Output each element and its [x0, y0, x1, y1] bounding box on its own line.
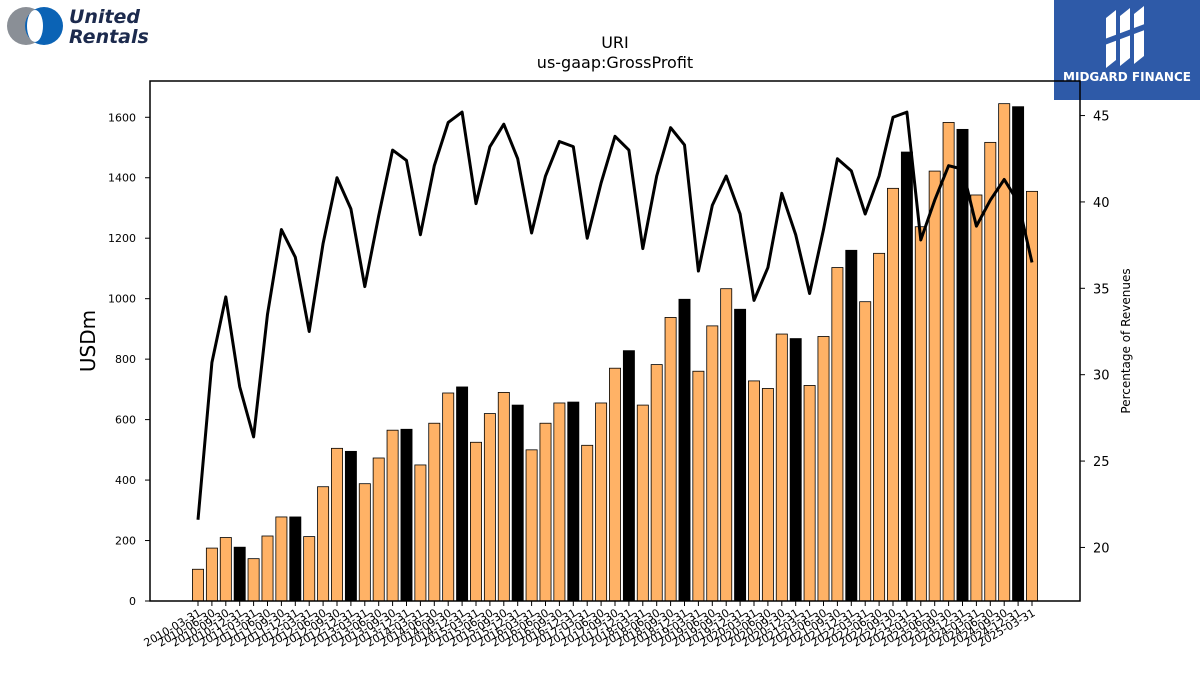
bar-2021-06-30	[817, 336, 830, 602]
percentage-line-series	[196, 110, 1034, 520]
bar-2018-06-30	[650, 364, 663, 602]
bar-2018-09-30	[664, 317, 677, 602]
bar-2011-09-30	[275, 516, 288, 602]
bar-2011-03-31	[247, 558, 260, 602]
bar-2011-06-30	[261, 535, 274, 602]
bar-2018-12-31	[678, 298, 691, 602]
bar-2016-06-30	[539, 422, 552, 602]
logo-text-line2: Rentals	[69, 26, 149, 48]
bar-2023-06-30	[928, 170, 941, 602]
bar-2024-12-31	[1012, 106, 1025, 602]
bar-2017-09-30	[609, 367, 621, 602]
bar-2013-06-30	[372, 457, 385, 602]
y2-axis-label: Percentage of Revenues	[1119, 268, 1133, 413]
chart-title: URI	[601, 33, 629, 52]
bar-2017-12-31	[622, 350, 635, 602]
y-tick-label-200: 200	[115, 535, 136, 548]
bar-2023-12-31	[956, 128, 969, 602]
y-tick-label-1000: 1000	[108, 293, 136, 306]
bar-2014-12-31	[456, 386, 469, 602]
y-tick-label-1400: 1400	[108, 172, 136, 185]
bar-2017-06-30	[595, 402, 608, 602]
y2-tick-label-30: 30	[1093, 369, 1110, 384]
right-y-axis: 20 25 30 35 40 45	[1080, 110, 1110, 556]
left-y-axis: 0 200 400 600 800 1000 1200 1400 1600	[108, 111, 150, 608]
y-tick-label-400: 400	[115, 474, 136, 487]
bar-2020-03-31	[748, 380, 760, 602]
bar-2012-03-31	[303, 536, 316, 602]
y-tick-label-0: 0	[129, 595, 136, 608]
logo-finance-text: MIDGARD FINANCE	[1063, 70, 1191, 84]
y-tick-label-800: 800	[115, 353, 136, 366]
bar-2023-03-31	[914, 226, 927, 602]
bar-2010-06-30	[205, 547, 218, 602]
bar-2014-06-30	[428, 422, 441, 602]
bar-2025-03-31	[1026, 190, 1038, 602]
bar-2013-12-31	[400, 428, 413, 602]
bar-2024-03-31	[970, 194, 983, 602]
chart-subtitle: us-gaap:GrossProfit	[537, 53, 693, 72]
bar-2018-03-31	[636, 404, 649, 602]
x-axis: 2010-03-312010-06-302010-09-302010-12-31…	[142, 601, 1038, 650]
bar-2020-12-31	[789, 338, 802, 602]
y2-tick-label-25: 25	[1093, 455, 1110, 470]
bar-2019-09-30	[720, 288, 733, 602]
bar-2024-06-30	[984, 141, 997, 602]
bar-2022-09-30	[887, 187, 899, 602]
bar-2016-12-31	[567, 401, 580, 602]
bar-2012-09-30	[331, 447, 343, 602]
bar-2021-03-31	[803, 385, 816, 602]
bar-2015-06-30	[483, 413, 496, 602]
bar-2015-09-30	[497, 391, 510, 602]
bar-2013-03-31	[358, 483, 371, 602]
bar-2021-12-31	[845, 249, 858, 602]
bar-2020-06-30	[761, 388, 774, 602]
bar-2023-09-30	[942, 122, 955, 602]
united-rentals-logo: United Rentals	[0, 0, 170, 52]
logo-text-line1: United	[69, 6, 140, 28]
bar-2015-12-31	[511, 404, 524, 602]
bar-2016-03-31	[525, 449, 538, 602]
midgard-finance-logo: MIDGARD FINANCE	[1054, 0, 1200, 100]
y2-tick-label-35: 35	[1093, 282, 1110, 297]
bar-2020-09-30	[775, 333, 788, 602]
bar-2010-12-31	[233, 546, 246, 602]
logo-m-cross	[1102, 22, 1150, 46]
bar-2010-03-31	[192, 568, 204, 602]
logo-center-cut	[27, 10, 43, 42]
bar-2010-09-30	[219, 537, 232, 602]
bar-2012-06-30	[317, 486, 330, 602]
bar-2016-09-30	[553, 402, 566, 602]
bar-2014-09-30	[442, 392, 455, 602]
y-tick-label-600: 600	[115, 414, 136, 427]
y-axis-label: USDm	[76, 310, 100, 372]
bar-2015-03-31	[470, 441, 482, 602]
bar-2022-06-30	[873, 252, 886, 602]
y2-tick-label-45: 45	[1093, 110, 1110, 125]
bar-2019-03-31	[692, 370, 705, 602]
bar-2019-06-30	[706, 325, 719, 602]
bar-2011-12-31	[289, 516, 302, 602]
bar-2014-03-31	[414, 464, 427, 602]
percentage-line	[196, 110, 1034, 520]
y-tick-label-1200: 1200	[108, 232, 136, 245]
y2-tick-label-40: 40	[1093, 196, 1110, 211]
bar-2012-12-31	[344, 450, 357, 602]
bar-series	[192, 103, 1038, 602]
y-tick-label-1600: 1600	[108, 111, 136, 124]
logo-m-right-stroke	[1134, 6, 1144, 64]
bar-2021-09-30	[831, 267, 844, 602]
bar-2022-12-31	[900, 151, 913, 602]
bar-2013-09-30	[386, 429, 399, 602]
y2-tick-label-20: 20	[1093, 541, 1110, 556]
bar-2019-12-31	[734, 308, 747, 602]
bar-2017-03-31	[581, 444, 594, 602]
bar-2022-03-31	[859, 301, 872, 602]
